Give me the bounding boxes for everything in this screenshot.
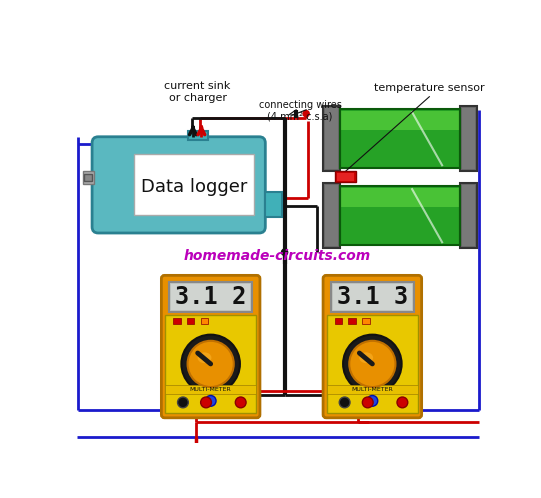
Circle shape [349, 341, 395, 387]
Bar [187, 319, 194, 324]
FancyBboxPatch shape [323, 275, 421, 418]
Text: MULTI-METER: MULTI-METER [352, 387, 393, 392]
Bar [323, 106, 340, 171]
Bar [333, 284, 412, 310]
Bar [83, 171, 94, 184]
Bar [340, 188, 460, 207]
Bar [340, 186, 460, 246]
Bar [340, 109, 460, 168]
Bar [460, 106, 477, 171]
Circle shape [281, 249, 288, 255]
Ellipse shape [359, 353, 373, 363]
Text: connecting wires
(4 mm² c.s.a): connecting wires (4 mm² c.s.a) [259, 100, 341, 122]
Bar [134, 154, 254, 215]
Circle shape [362, 397, 373, 408]
FancyBboxPatch shape [161, 275, 260, 418]
Bar [340, 186, 460, 246]
Text: Data logger: Data logger [141, 178, 247, 196]
Bar [169, 281, 252, 312]
Text: current sink
or charger: current sink or charger [164, 81, 231, 103]
Circle shape [181, 335, 240, 393]
Bar [348, 319, 356, 324]
Bar [331, 281, 414, 312]
Text: MULTI-METER: MULTI-METER [190, 387, 232, 392]
Bar [460, 183, 477, 249]
Bar [340, 109, 460, 168]
Bar [188, 130, 208, 140]
Bar [463, 185, 475, 246]
Bar [323, 183, 340, 249]
Bar [201, 319, 208, 324]
Bar [327, 315, 418, 413]
Circle shape [177, 397, 188, 408]
Circle shape [188, 341, 234, 387]
Text: temperature sensor: temperature sensor [374, 83, 485, 93]
Bar [327, 384, 418, 394]
Circle shape [343, 335, 401, 393]
Bar [325, 185, 338, 246]
Bar [173, 319, 181, 324]
Bar [265, 192, 282, 217]
Ellipse shape [197, 353, 212, 363]
Bar [463, 108, 475, 169]
Circle shape [367, 395, 378, 406]
Circle shape [303, 111, 309, 117]
Text: 3.1 3: 3.1 3 [337, 285, 408, 309]
Circle shape [205, 395, 216, 406]
Circle shape [235, 397, 246, 408]
Bar [340, 111, 460, 130]
Text: 3.1 2: 3.1 2 [175, 285, 246, 309]
Bar [337, 173, 354, 181]
Bar [84, 174, 92, 181]
Bar [165, 315, 256, 413]
Bar [362, 319, 370, 324]
Circle shape [339, 397, 350, 408]
Bar [171, 284, 250, 310]
Text: homemade-circuits.com: homemade-circuits.com [183, 249, 371, 263]
FancyBboxPatch shape [92, 137, 265, 233]
Bar [340, 186, 460, 246]
Circle shape [201, 397, 212, 408]
Bar [340, 109, 460, 168]
Bar [165, 384, 256, 394]
Bar [325, 108, 338, 169]
Circle shape [397, 397, 408, 408]
Bar [335, 319, 342, 324]
Bar [335, 171, 356, 182]
